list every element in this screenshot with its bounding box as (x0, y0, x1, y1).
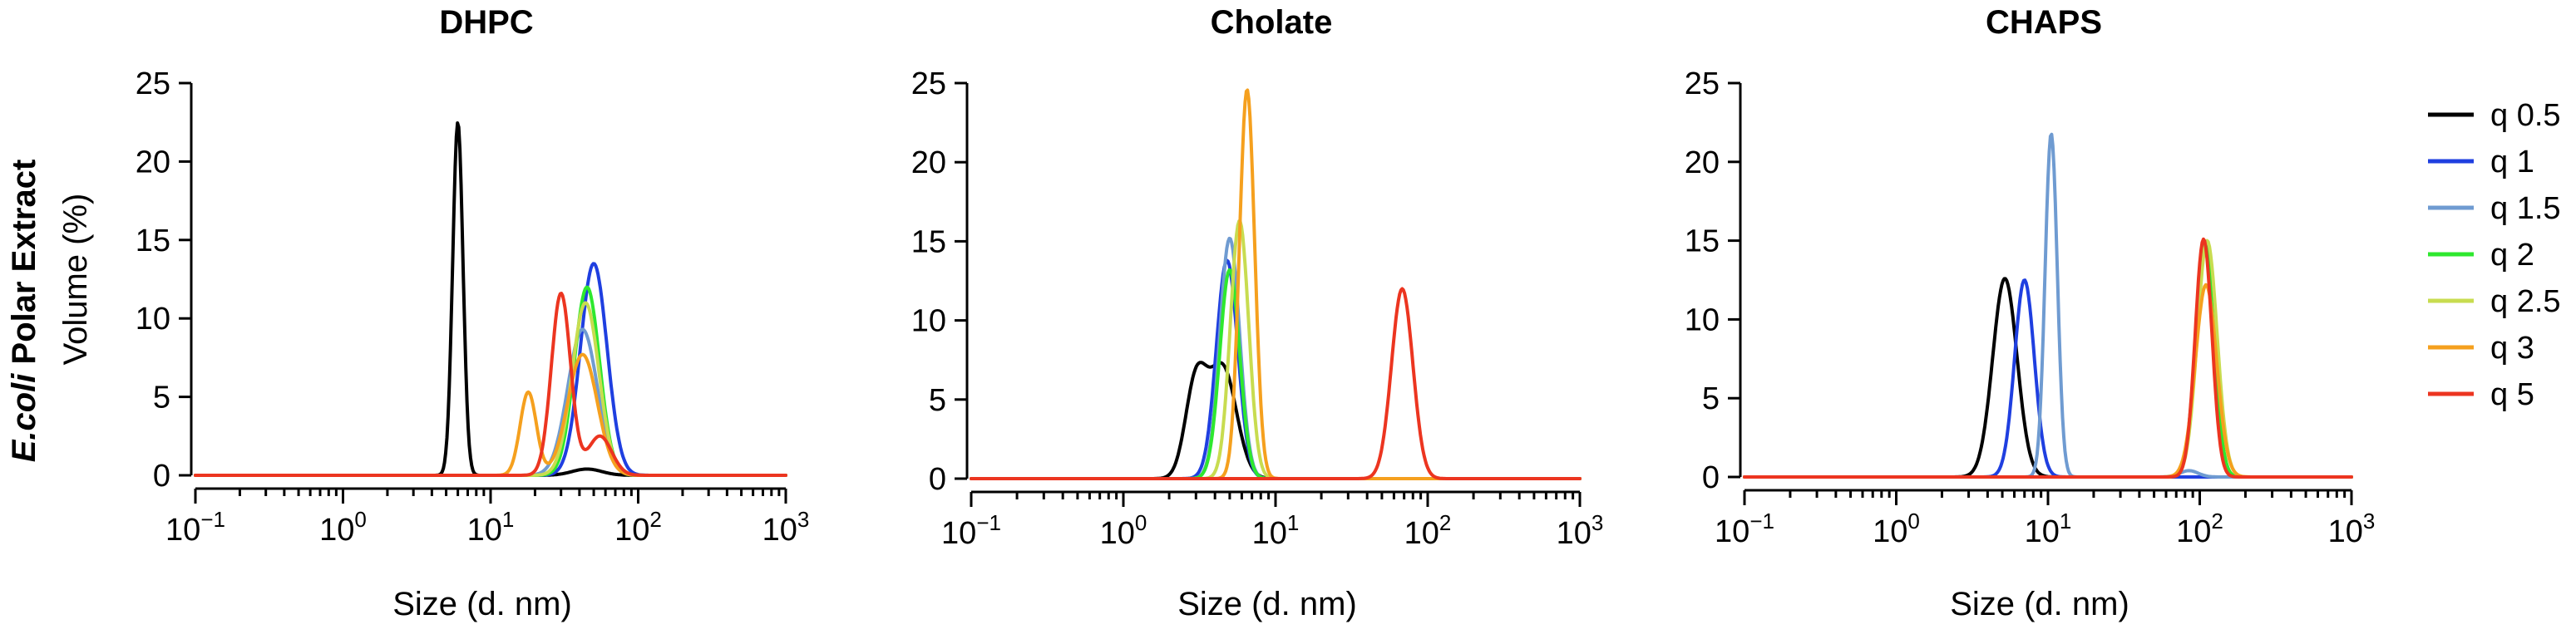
y-tick-label: 0 (153, 459, 170, 494)
row-label-italic: E.coli (6, 373, 42, 463)
y-tick-label: 15 (1685, 224, 1720, 259)
y-axis-label: Volume (%) (57, 194, 94, 366)
y-tick-label: 5 (153, 381, 170, 415)
y-tick-label: 15 (136, 224, 170, 258)
x-tick-label: 101 (1252, 510, 1300, 551)
series-line-q-3 (1743, 283, 2353, 479)
series-line-q-2 (970, 268, 1582, 480)
row-label: E.coli Polar Extract (6, 160, 42, 463)
x-tick-label: 10−1 (941, 510, 1001, 551)
series-line-q-0-5 (194, 121, 787, 477)
panel-cholate: Cholate 0 5 10 15 20 25 10−1 100 101 102 103 Size (d… (911, 4, 1604, 622)
y-tick-label: 20 (1685, 145, 1720, 180)
y-tick-label: 10 (911, 304, 946, 339)
series-line-q-3 (970, 88, 1582, 480)
panel-chaps: CHAPS 0 5 10 15 20 25 10−1 100 101 102 103 Size (d. … (1685, 4, 2376, 622)
legend-label: q 0.5 (2490, 98, 2561, 133)
panel-title: Cholate (1211, 4, 1333, 41)
panel-title: CHAPS (1986, 4, 2102, 41)
series-line-q-2 (1743, 242, 2353, 479)
y-tick-label: 10 (136, 302, 170, 337)
y-tick-label: 25 (911, 66, 946, 101)
x-tick-label: 100 (319, 507, 367, 548)
series-line-q-5 (194, 292, 787, 477)
legend-label: q 2.5 (2490, 284, 2561, 319)
panel-dhpc: DHPC 0 5 10 15 20 25 10−1 100 101 102 103 Size (d. n… (57, 4, 809, 622)
y-tick-label: 0 (1702, 460, 1720, 495)
series-line-q-2-5 (194, 301, 787, 477)
series-line-q-1-5 (970, 236, 1582, 480)
series-line-q-1 (194, 262, 787, 477)
x-tick-label: 103 (762, 507, 810, 548)
series-line-q-2-5 (1743, 238, 2353, 479)
row-label-text: Polar Extract (6, 160, 42, 365)
series-line-q-2-5 (970, 219, 1582, 480)
y-tick-label: 15 (911, 224, 946, 259)
x-tick-label: 101 (2025, 509, 2072, 549)
row-label-rest (6, 364, 42, 373)
y-tick-label: 20 (911, 145, 946, 180)
series-line-q-5 (970, 287, 1582, 480)
x-axis-label: Size (d. nm) (392, 586, 572, 622)
legend-label: q 5 (2490, 377, 2534, 412)
x-tick-label: 100 (1873, 509, 1920, 549)
x-tick-label: 103 (2328, 509, 2376, 549)
y-tick-label: 10 (1685, 302, 1720, 337)
legend-label: q 1 (2490, 145, 2534, 179)
x-tick-label: 103 (1557, 510, 1604, 551)
series-line-q-1-5 (1743, 132, 2353, 479)
y-tick-label: 25 (136, 66, 170, 101)
x-tick-label: 102 (614, 507, 662, 548)
panel-title: DHPC (439, 4, 533, 41)
legend-label: q 3 (2490, 331, 2534, 366)
legend-label: q 2 (2490, 238, 2534, 273)
series-line-q-1 (970, 258, 1582, 480)
x-tick-label: 101 (467, 507, 515, 548)
series-line-q-1 (1743, 278, 2353, 479)
legend: q 0.5 q 1 q 1.5 q 2 q 2.5 q 3 q 5 (2428, 98, 2561, 412)
series-line-q-5 (1743, 237, 2353, 479)
y-tick-label: 5 (1702, 381, 1720, 416)
series-line-q-2 (194, 285, 787, 477)
y-tick-label: 20 (136, 145, 170, 179)
series-line-q-3 (194, 352, 787, 477)
series-line-q-0-5 (970, 361, 1582, 480)
x-tick-label: 102 (1404, 510, 1452, 551)
x-tick-label: 10−1 (1715, 509, 1774, 549)
x-tick-label: 100 (1100, 510, 1147, 551)
y-tick-label: 0 (929, 462, 946, 497)
x-tick-label: 10−1 (165, 507, 225, 548)
series-line-q-0-5 (1743, 277, 2353, 479)
y-tick-label: 25 (1685, 66, 1720, 101)
x-axis-label: Size (d. nm) (1177, 586, 1357, 622)
series-line-q-1-5 (194, 327, 787, 477)
y-tick-label: 5 (929, 383, 946, 418)
legend-label: q 1.5 (2490, 191, 2561, 226)
x-tick-label: 102 (2176, 509, 2223, 549)
x-axis-label: Size (d. nm) (1950, 586, 2129, 622)
